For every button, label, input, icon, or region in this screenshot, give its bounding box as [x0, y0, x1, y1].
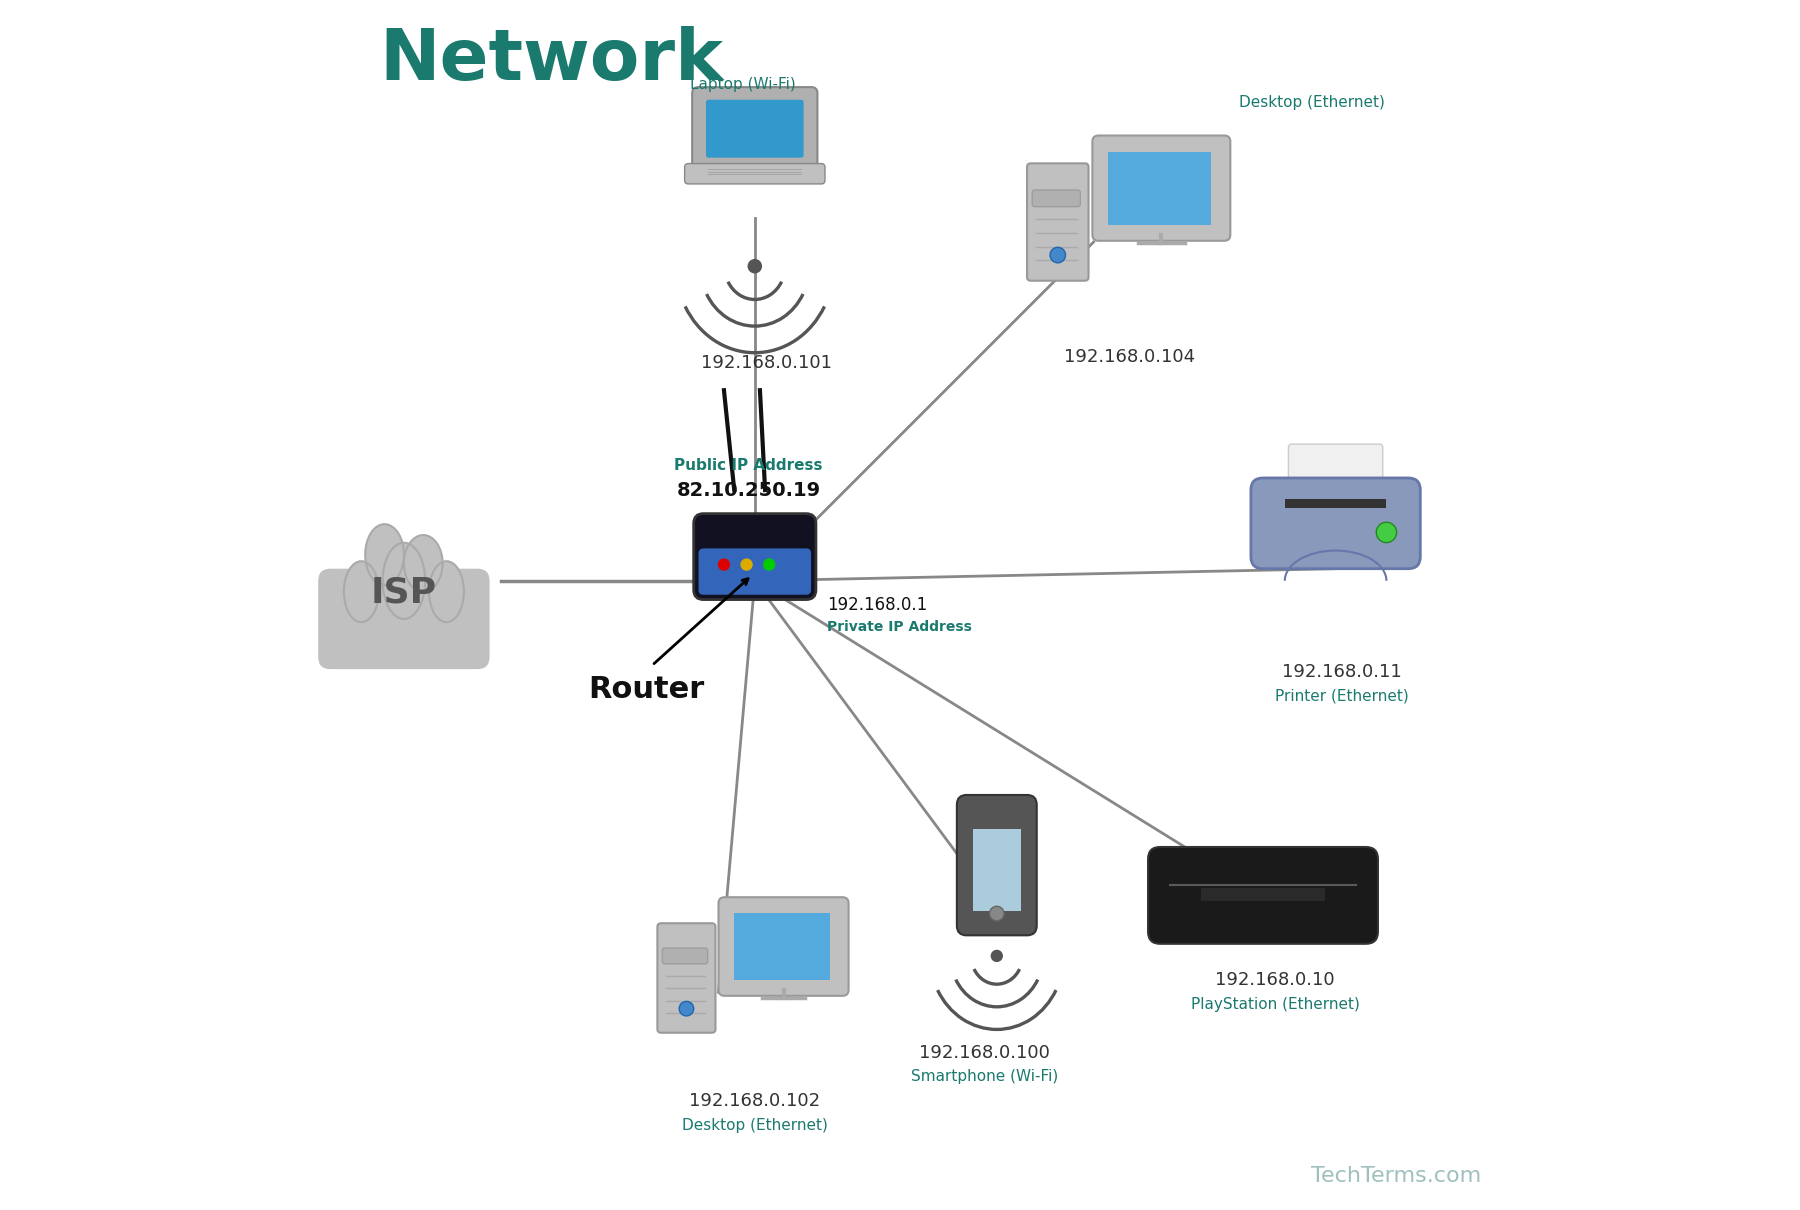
FancyBboxPatch shape — [1031, 190, 1080, 207]
Circle shape — [740, 559, 752, 571]
FancyBboxPatch shape — [718, 898, 848, 996]
FancyBboxPatch shape — [698, 548, 812, 594]
Text: 192.168.0.1: 192.168.0.1 — [828, 597, 927, 613]
Text: TechTerms.com: TechTerms.com — [1310, 1165, 1481, 1186]
Circle shape — [990, 906, 1004, 921]
Ellipse shape — [365, 524, 403, 586]
Ellipse shape — [383, 542, 425, 618]
Text: 192.168.0.100: 192.168.0.100 — [920, 1044, 1049, 1061]
Text: Desktop (Ethernet): Desktop (Ethernet) — [1238, 96, 1384, 110]
Text: Router: Router — [589, 675, 704, 704]
FancyBboxPatch shape — [958, 795, 1037, 935]
Text: 82.10.250.19: 82.10.250.19 — [677, 480, 821, 500]
Text: 192.168.0.102: 192.168.0.102 — [689, 1093, 821, 1110]
Circle shape — [718, 559, 731, 571]
Text: 192.168.0.101: 192.168.0.101 — [702, 355, 832, 371]
FancyBboxPatch shape — [693, 513, 815, 599]
Bar — [1285, 499, 1386, 508]
Ellipse shape — [428, 561, 464, 622]
FancyBboxPatch shape — [319, 569, 490, 669]
FancyBboxPatch shape — [693, 87, 817, 171]
FancyBboxPatch shape — [1251, 478, 1420, 569]
Ellipse shape — [403, 535, 443, 592]
Text: 192.168.0.11: 192.168.0.11 — [1282, 663, 1402, 680]
Circle shape — [990, 950, 1003, 962]
Bar — [972, 829, 1021, 911]
FancyBboxPatch shape — [1148, 847, 1379, 944]
Ellipse shape — [344, 561, 378, 622]
Bar — [1201, 888, 1325, 901]
Text: Desktop (Ethernet): Desktop (Ethernet) — [682, 1118, 828, 1133]
Text: Network: Network — [380, 25, 724, 96]
Circle shape — [1377, 523, 1397, 542]
Text: Public IP Address: Public IP Address — [675, 459, 823, 473]
Bar — [734, 912, 830, 980]
Text: 192.168.0.10: 192.168.0.10 — [1215, 972, 1336, 989]
Text: Smartphone (Wi-Fi): Smartphone (Wi-Fi) — [911, 1070, 1058, 1084]
Text: Laptop (Wi-Fi): Laptop (Wi-Fi) — [689, 77, 796, 92]
Circle shape — [763, 559, 776, 571]
Bar — [1109, 152, 1211, 225]
FancyBboxPatch shape — [657, 923, 715, 1032]
Text: Private IP Address: Private IP Address — [828, 620, 972, 634]
Text: Printer (Ethernet): Printer (Ethernet) — [1274, 688, 1409, 703]
FancyBboxPatch shape — [1289, 444, 1382, 506]
FancyBboxPatch shape — [684, 163, 824, 184]
Text: ISP: ISP — [371, 576, 437, 610]
Circle shape — [679, 1002, 693, 1016]
Text: PlayStation (Ethernet): PlayStation (Ethernet) — [1190, 997, 1359, 1012]
FancyBboxPatch shape — [1028, 163, 1089, 281]
FancyBboxPatch shape — [662, 949, 707, 964]
Text: 192.168.0.104: 192.168.0.104 — [1064, 348, 1195, 365]
FancyBboxPatch shape — [1093, 136, 1231, 241]
FancyBboxPatch shape — [706, 99, 803, 157]
Circle shape — [1049, 247, 1066, 263]
Circle shape — [747, 259, 761, 273]
